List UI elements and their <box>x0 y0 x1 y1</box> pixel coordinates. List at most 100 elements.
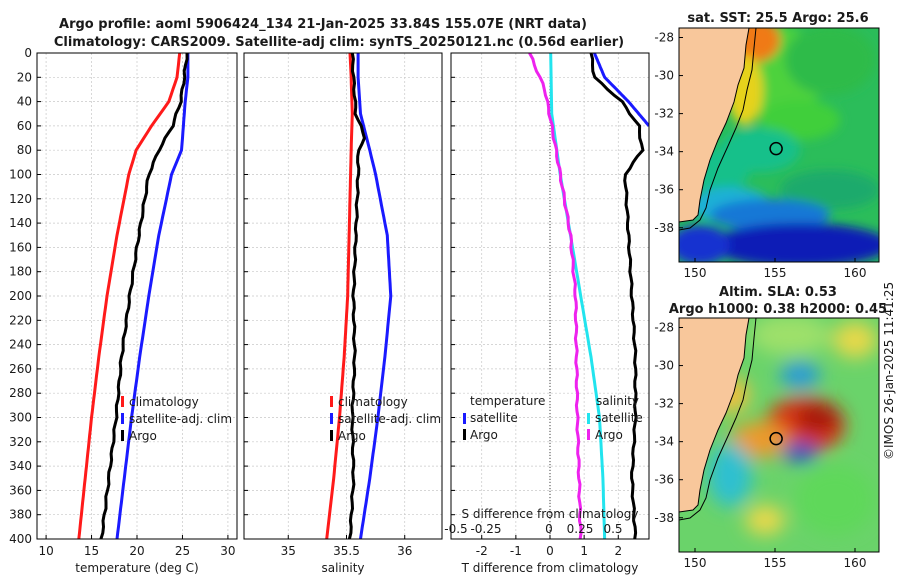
argo-location-marker <box>769 431 783 446</box>
sla-map-title1: Altim. SLA: 0.53 <box>719 285 837 300</box>
s-tick-label: -0.5 <box>444 522 467 536</box>
y-tick-label: 280 <box>9 386 32 400</box>
sla-map-frame <box>678 317 880 553</box>
map-y-tick-label: -38 <box>654 221 674 235</box>
x-tick-label: 0 <box>546 544 554 558</box>
series-line-s-satellite <box>549 53 607 539</box>
map-x-tick-label: 155 <box>764 266 787 280</box>
y-tick-label: 40 <box>17 95 32 109</box>
map-x-tick-label: 150 <box>684 556 707 570</box>
legend-title-temperature: temperature <box>470 394 545 408</box>
y-tick-label: 180 <box>9 265 32 279</box>
x-tick-label: -2 <box>476 544 488 558</box>
series-line-s-argo <box>528 53 583 539</box>
series-line-climatology <box>77 53 182 539</box>
y-tick-label: 0 <box>24 46 32 60</box>
s-tick-label: 0.25 <box>567 522 594 536</box>
s-tick-label: 0 <box>545 522 553 536</box>
legend-label-climatology: climatology <box>129 395 199 409</box>
y-tick-label: 220 <box>9 313 32 327</box>
y-tick-label: 120 <box>9 192 32 206</box>
land-mass <box>679 318 749 512</box>
title-line2: Climatology: CARS2009. Satellite-adj cli… <box>54 35 624 50</box>
legend-swatch-s-satellite <box>587 413 590 424</box>
x-tick-label: 35.5 <box>333 544 360 558</box>
map-y-tick-label: -34 <box>654 435 674 449</box>
series-line-climatology <box>325 53 354 539</box>
sst-map-title: sat. SST: 25.5 Argo: 25.6 <box>687 11 868 26</box>
salinity-legend: climatology satellite-adj. clim Argo <box>330 395 441 443</box>
map-y-tick-label: -36 <box>654 473 674 487</box>
y-tick-label: 60 <box>17 119 32 133</box>
legend-label-argo: Argo <box>129 429 157 443</box>
x-tick-label: 20 <box>129 544 144 558</box>
legend-label-s-satellite: satellite <box>595 411 643 425</box>
y-tick-label: 360 <box>9 483 32 497</box>
legend-swatch-argo <box>121 430 124 441</box>
x-tick-label: 36 <box>397 544 412 558</box>
x-axis-label: salinity <box>321 561 364 575</box>
sla-map: Altim. SLA: 0.53 Argo h1000: 0.38 h2000:… <box>654 285 887 570</box>
x-tick-label: 35 <box>281 544 296 558</box>
legend-label-climatology: climatology <box>338 395 408 409</box>
x-tick-label: -1 <box>510 544 522 558</box>
legend-swatch-satellite-adj <box>330 413 333 424</box>
legend-label-t-argo: Argo <box>470 428 498 442</box>
legend-label-s-argo: Argo <box>595 428 623 442</box>
y-tick-label: 160 <box>9 240 32 254</box>
difference-panel: -2 -1 0 1 2 T difference from climatology S di… <box>444 52 650 575</box>
legend-swatch-climatology <box>330 396 333 407</box>
y-tick-label: 260 <box>9 362 32 376</box>
map-y-tick-label: -30 <box>654 359 674 373</box>
series-line-satellite-adj-clim <box>356 53 393 539</box>
difference-legend: temperature satellite Argo salinity sate… <box>463 394 643 442</box>
imos-credit: ©IMOS 26-Jan-2025 11:41:25 <box>882 282 896 460</box>
map-y-tick-label: -30 <box>654 69 674 83</box>
legend-swatch-t-satellite <box>463 413 466 424</box>
y-tick-label: 200 <box>9 289 32 303</box>
series-line-argo <box>99 53 189 539</box>
sst-map: sat. SST: 25.5 Argo: 25.6 <box>654 11 880 280</box>
map-x-tick-label: 160 <box>844 266 867 280</box>
map-x-tick-label: 155 <box>764 556 787 570</box>
salinity-panel: 35 35.5 36 salinity <box>243 52 443 575</box>
legend-swatch-satellite-adj <box>121 413 124 424</box>
series-line-satellite-adj-clim <box>115 53 190 539</box>
land-mass <box>679 28 749 222</box>
sla-map-title2: Argo h1000: 0.38 h2000: 0.45 <box>669 302 887 317</box>
x-tick-label: 15 <box>84 544 99 558</box>
s-tick-label: 0.5 <box>603 522 622 536</box>
map-y-tick-label: -32 <box>654 107 674 121</box>
gridlines <box>37 52 237 540</box>
y-tick-label: 400 <box>9 532 32 546</box>
map-x-tick-label: 150 <box>684 266 707 280</box>
legend-title-salinity: salinity <box>596 394 639 408</box>
legend-label-satellite-adj: satellite-adj. clim <box>129 412 232 426</box>
map-y-tick-label: -28 <box>654 31 674 45</box>
argo-location-marker <box>769 141 783 156</box>
series-line-t-argo <box>589 53 645 539</box>
map-y-tick-label: -32 <box>654 397 674 411</box>
x-axis-label: T difference from climatology <box>461 561 639 575</box>
sst-map-frame <box>678 27 880 263</box>
y-tick-label: 80 <box>17 143 32 157</box>
y-tick-label: 320 <box>9 435 32 449</box>
y-tick-label: 240 <box>9 338 32 352</box>
legend-label-argo: Argo <box>338 429 366 443</box>
map-y-tick-label: -28 <box>654 321 674 335</box>
y-tick-label: 300 <box>9 411 32 425</box>
y-tick-label: 20 <box>17 70 32 84</box>
y-tick-label: 340 <box>9 459 32 473</box>
x-tick-label: 10 <box>38 544 53 558</box>
y-tick-label: 100 <box>9 168 32 182</box>
x-tick-label: 2 <box>614 544 622 558</box>
legend-swatch-climatology <box>121 396 124 407</box>
gridlines <box>244 52 442 540</box>
series-line-argo <box>347 53 366 539</box>
map-x-tick-label: 160 <box>844 556 867 570</box>
legend-label-t-satellite: satellite <box>470 411 518 425</box>
s-difference-axis-label: S difference from climatology <box>462 507 639 521</box>
legend-label-satellite-adj: satellite-adj. clim <box>338 412 441 426</box>
title-line1: Argo profile: aoml 5906424_134 21-Jan-20… <box>59 17 587 32</box>
temperature-legend: climatology satellite-adj. clim Argo <box>121 395 232 443</box>
